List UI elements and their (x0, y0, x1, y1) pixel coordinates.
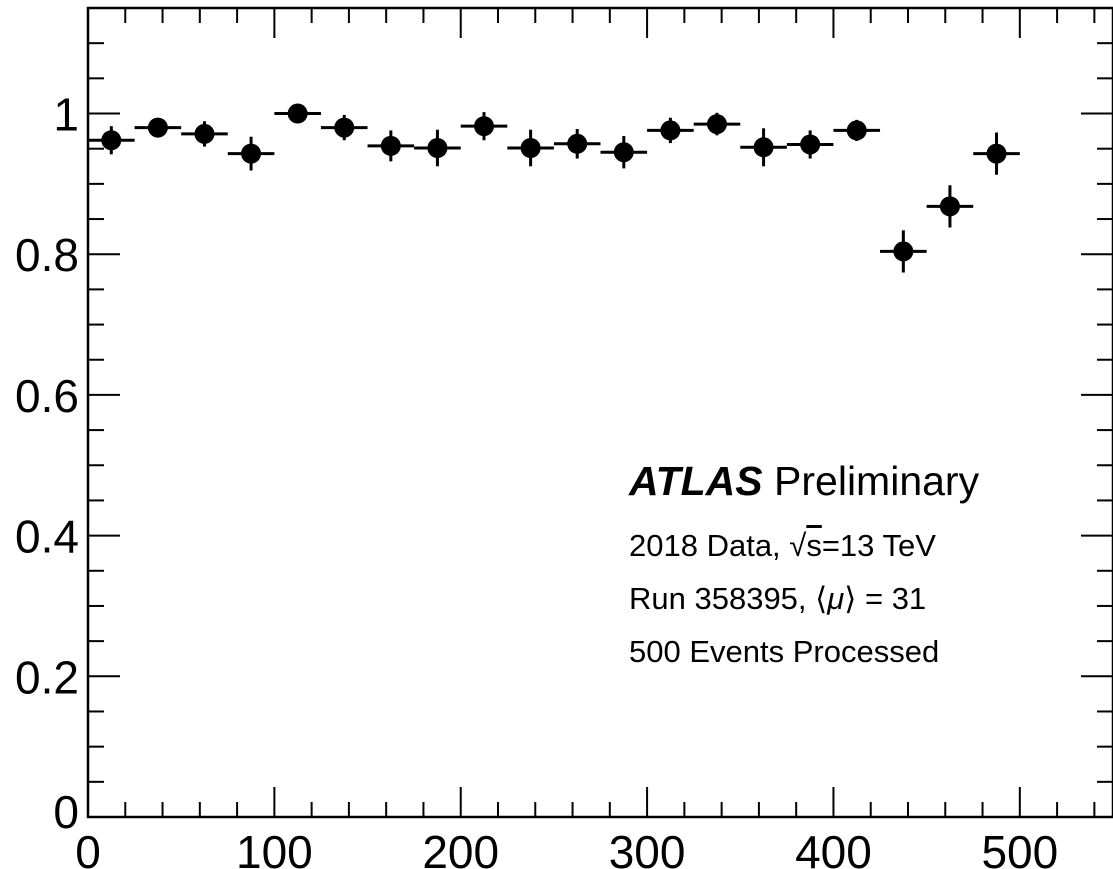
marker (101, 130, 122, 151)
data-point (460, 112, 508, 141)
data-point (600, 136, 648, 169)
events-line: 500 Events Processed (629, 634, 940, 669)
sqrt-s: s (806, 528, 822, 563)
data-prefix: 2018 Data, (629, 528, 790, 563)
atlas-label-block: ATLAS Preliminary 2018 Data, √s=13 TeV R… (629, 458, 979, 678)
data-point (926, 185, 974, 228)
data-point (134, 117, 182, 138)
atlas-label: ATLAS (629, 458, 763, 504)
marker (474, 116, 495, 137)
marker (287, 103, 308, 124)
marker (753, 137, 774, 158)
plot-frame (86, 6, 1113, 819)
marker (846, 120, 867, 141)
data-point (414, 129, 461, 167)
data-energy-line: 2018 Data, √s=13 TeV (629, 519, 979, 572)
data-point (880, 230, 927, 273)
axis-tick-labels: 0 100 200 300 400 500 0 0.2 0.4 0.6 0.8 1 (15, 89, 1058, 869)
marker (380, 135, 401, 156)
y-tick-label: 0.8 (15, 229, 79, 281)
marker (520, 137, 541, 158)
data-point (320, 114, 368, 141)
data-point (740, 128, 787, 167)
x-tick-label: 300 (609, 826, 686, 869)
marker (706, 114, 727, 135)
y-tick-label: 0 (53, 786, 79, 838)
sqrt-icon: √ (789, 528, 807, 563)
data-point (88, 126, 135, 155)
mu-close: ⟩ (844, 581, 857, 616)
data-point (786, 130, 834, 159)
marker (334, 117, 355, 138)
x-tick-label: 100 (236, 826, 313, 869)
run-text: Run 358395, (629, 581, 816, 616)
marker (986, 143, 1007, 164)
data-point (181, 121, 228, 147)
data-points (88, 103, 1020, 273)
y-tick-label: 0.4 (15, 511, 79, 563)
marker (241, 143, 262, 164)
mu-symbol: μ (827, 581, 845, 616)
data-point (693, 112, 741, 136)
y-tick-label: 1 (53, 89, 79, 141)
data-point (833, 119, 881, 141)
data-point (274, 103, 321, 124)
run-line: Run 358395, ⟨μ⟩ = 31 (629, 572, 979, 625)
marker (613, 142, 634, 163)
data-point (553, 128, 601, 159)
x-tick-label: 500 (981, 826, 1058, 869)
data-point (227, 136, 275, 171)
data-point (507, 129, 554, 167)
x-tick-label: 200 (422, 826, 499, 869)
data-point (973, 132, 1020, 175)
x-tick-label: 400 (795, 826, 872, 869)
marker (660, 120, 681, 141)
marker (194, 123, 215, 144)
axis-ticks (88, 7, 1113, 817)
y-tick-label: 0.2 (15, 651, 79, 703)
data-point (647, 117, 694, 144)
marker (893, 241, 914, 262)
mu-open: ⟨ (815, 581, 828, 616)
mu-value: = 31 (856, 581, 927, 616)
preliminary-label: Preliminary (774, 458, 980, 504)
marker (427, 137, 448, 158)
energy-suffix: =13 TeV (821, 528, 936, 563)
data-point (367, 130, 415, 162)
marker (939, 196, 960, 217)
marker (800, 134, 821, 155)
atlas-title: ATLAS Preliminary (629, 458, 979, 505)
y-tick-label: 0.6 (15, 370, 79, 422)
x-tick-label: 0 (75, 826, 101, 869)
marker (147, 117, 168, 138)
marker (567, 133, 588, 154)
